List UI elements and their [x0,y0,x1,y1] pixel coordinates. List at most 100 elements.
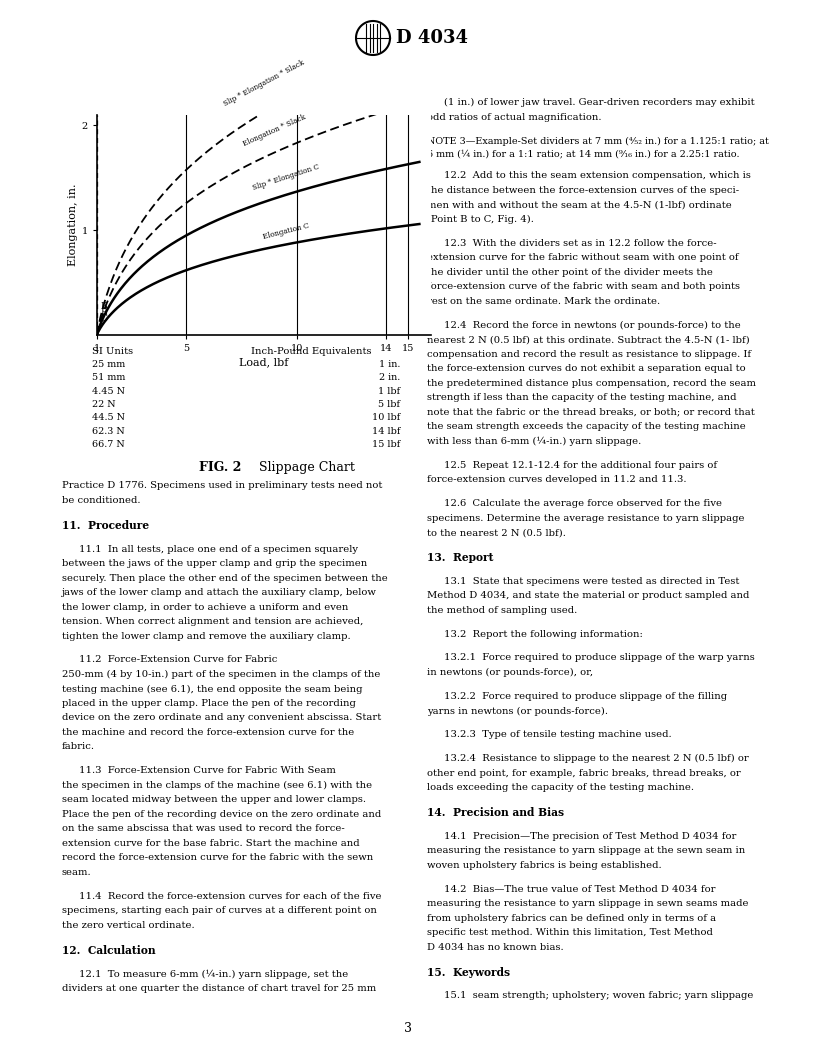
Text: in newtons (or pounds-force), or,: in newtons (or pounds-force), or, [428,668,593,677]
Text: 25 mm: 25 mm [92,360,125,369]
Text: 11.3  Force-Extension Curve for Fabric With Seam: 11.3 Force-Extension Curve for Fabric Wi… [78,767,335,775]
Text: force-extension curves developed in 11.2 and 11.3.: force-extension curves developed in 11.2… [428,475,687,484]
Text: 14 lbf: 14 lbf [372,427,401,436]
Text: nearest 2 N (0.5 lbf) at this ordinate. Subtract the 4.5-N (1- lbf): nearest 2 N (0.5 lbf) at this ordinate. … [428,335,750,344]
Text: B: B [100,307,107,317]
Text: force-extension curve of the fabric with seam and both points: force-extension curve of the fabric with… [428,282,740,291]
Text: the force-extension curves do not exhibit a separation equal to: the force-extension curves do not exhibi… [428,364,746,373]
Text: loads exceeding the capacity of the testing machine.: loads exceeding the capacity of the test… [428,784,694,792]
Text: 13.1  State that specimens were tested as directed in Test: 13.1 State that specimens were tested as… [444,577,739,586]
Text: the divider until the other point of the divider meets the: the divider until the other point of the… [428,268,713,277]
Text: 22 N: 22 N [92,400,116,409]
Text: 13.  Report: 13. Report [428,552,494,563]
Text: FIG. 2: FIG. 2 [199,461,241,474]
Text: testing machine (see 6.1), the end opposite the seam being: testing machine (see 6.1), the end oppos… [62,684,362,694]
Text: 11.2  Force-Extension Curve for Fabric: 11.2 Force-Extension Curve for Fabric [78,656,277,664]
Text: securely. Then place the other end of the specimen between the: securely. Then place the other end of th… [62,573,388,583]
Text: the distance between the force-extension curves of the speci-: the distance between the force-extension… [428,186,739,195]
Text: seam.: seam. [62,868,91,876]
Text: from upholstery fabrics can be defined only in terms of a: from upholstery fabrics can be defined o… [428,913,716,923]
Text: tighten the lower clamp and remove the auxiliary clamp.: tighten the lower clamp and remove the a… [62,631,351,641]
Text: yarns in newtons (or pounds-force).: yarns in newtons (or pounds-force). [428,706,609,716]
Text: note that the fabric or the thread breaks, or both; or record that: note that the fabric or the thread break… [428,408,756,417]
Text: 12.6  Calculate the average force observed for the five: 12.6 Calculate the average force observe… [444,499,722,508]
Text: woven upholstery fabrics is being established.: woven upholstery fabrics is being establ… [428,861,662,870]
Text: (Point B to C, Fig. 4).: (Point B to C, Fig. 4). [428,214,534,224]
Text: NOTE 3—Example-Set dividers at 7 mm (⅘₂ in.) for a 1.125:1 ratio; at: NOTE 3—Example-Set dividers at 7 mm (⅘₂ … [428,136,769,146]
Text: 15 lbf: 15 lbf [372,440,401,449]
Text: 250-mm (4 by 10-in.) part of the specimen in the clamps of the: 250-mm (4 by 10-in.) part of the specime… [62,670,380,679]
Text: on the same abscissa that was used to record the force-: on the same abscissa that was used to re… [62,825,344,833]
Text: 12.  Calculation: 12. Calculation [62,945,156,956]
Text: men with and without the seam at the 4.5-N (1-lbf) ordinate: men with and without the seam at the 4.5… [428,201,732,209]
Text: device on the zero ordinate and any convenient abscissa. Start: device on the zero ordinate and any conv… [62,714,381,722]
Text: 12.4  Record the force in newtons (or pounds-force) to the: 12.4 Record the force in newtons (or pou… [444,321,741,329]
Text: specimens, starting each pair of curves at a different point on: specimens, starting each pair of curves … [62,906,377,916]
Text: extension curve for the fabric without seam with one point of: extension curve for the fabric without s… [428,253,739,262]
Text: 12.5  Repeat 12.1-12.4 for the additional four pairs of: 12.5 Repeat 12.1-12.4 for the additional… [444,460,717,470]
Text: Slippage Chart: Slippage Chart [251,461,355,474]
Text: compensation and record the result as resistance to slippage. If: compensation and record the result as re… [428,350,752,359]
Text: 66.7 N: 66.7 N [92,440,125,449]
Text: 1 in.: 1 in. [379,360,401,369]
Text: 11.4  Record the force-extension curves for each of the five: 11.4 Record the force-extension curves f… [78,891,381,901]
Text: jaws of the lower clamp and attach the auxiliary clamp, below: jaws of the lower clamp and attach the a… [62,588,377,597]
Text: 12.3  With the dividers set as in 12.2 follow the force-: 12.3 With the dividers set as in 12.2 fo… [444,239,716,248]
X-axis label: Load, lbf: Load, lbf [239,357,288,367]
Text: placed in the upper clamp. Place the pen of the recording: placed in the upper clamp. Place the pen… [62,699,356,708]
Text: the lower clamp, in order to achieve a uniform and even: the lower clamp, in order to achieve a u… [62,603,348,611]
Text: be conditioned.: be conditioned. [62,496,140,505]
Text: 6 mm (¼ in.) for a 1:1 ratio; at 14 mm (⁹⁄₁₆ in.) for a 2.25:1 ratio.: 6 mm (¼ in.) for a 1:1 ratio; at 14 mm (… [428,149,740,158]
Text: 14.2  Bias—The true value of Test Method D 4034 for: 14.2 Bias—The true value of Test Method … [444,885,716,893]
Text: 4.45 N: 4.45 N [92,386,125,396]
Text: 10 lbf: 10 lbf [372,413,401,422]
Text: 15.  Keywords: 15. Keywords [428,966,511,978]
Text: extension curve for the base fabric. Start the machine and: extension curve for the base fabric. Sta… [62,838,360,848]
Text: between the jaws of the upper clamp and grip the specimen: between the jaws of the upper clamp and … [62,559,367,568]
Text: fabric.: fabric. [62,742,95,752]
Text: the predetermined distance plus compensation, record the seam: the predetermined distance plus compensa… [428,379,756,388]
Text: 2 in.: 2 in. [379,374,401,382]
Text: Elongation * Slack: Elongation * Slack [242,113,308,148]
Text: 15.1  seam strength; upholstery; woven fabric; yarn slippage: 15.1 seam strength; upholstery; woven fa… [444,992,753,1000]
Text: specific test method. Within this limitation, Test Method: specific test method. Within this limita… [428,928,713,938]
Text: 13.2.3  Type of tensile testing machine used.: 13.2.3 Type of tensile testing machine u… [444,731,672,739]
Text: Place the pen of the recording device on the zero ordinate and: Place the pen of the recording device on… [62,810,381,818]
Text: 12.2  Add to this the seam extension compensation, which is: 12.2 Add to this the seam extension comp… [444,171,751,181]
Text: other end point, for example, fabric breaks, thread breaks, or: other end point, for example, fabric bre… [428,769,741,778]
Text: SI Units: SI Units [92,347,133,356]
Text: measuring the resistance to yarn slippage at the sewn seam in: measuring the resistance to yarn slippag… [428,846,746,855]
Text: Method D 4034, and state the material or product sampled and: Method D 4034, and state the material or… [428,591,750,600]
Text: to the nearest 2 N (0.5 lbf).: to the nearest 2 N (0.5 lbf). [428,528,566,538]
Text: strength if less than the capacity of the testing machine, and: strength if less than the capacity of th… [428,393,737,402]
Text: 13.2  Report the following information:: 13.2 Report the following information: [444,629,643,639]
Text: 13.2.1  Force required to produce slippage of the warp yarns: 13.2.1 Force required to produce slippag… [444,654,755,662]
Text: Inch-Pound Equivalents: Inch-Pound Equivalents [251,347,371,356]
Text: tension. When correct alignment and tension are achieved,: tension. When correct alignment and tens… [62,617,363,626]
Text: 11.1  In all tests, place one end of a specimen squarely: 11.1 In all tests, place one end of a sp… [78,545,357,553]
Text: 5 lbf: 5 lbf [379,400,401,409]
Text: D 4034 has no known bias.: D 4034 has no known bias. [428,943,564,951]
Text: record the force-extension curve for the fabric with the sewn: record the force-extension curve for the… [62,853,373,863]
Text: the zero vertical ordinate.: the zero vertical ordinate. [62,921,195,929]
Text: 51 mm: 51 mm [92,374,126,382]
Text: the method of sampling used.: the method of sampling used. [428,606,578,615]
Text: 14.  Precision and Bias: 14. Precision and Bias [428,807,565,818]
Text: 44.5 N: 44.5 N [92,413,125,422]
Text: Elongation C: Elongation C [262,222,310,242]
Text: 1 lbf: 1 lbf [379,386,401,396]
Text: with less than 6-mm (¼-in.) yarn slippage.: with less than 6-mm (¼-in.) yarn slippag… [428,437,641,446]
Text: 12.1  To measure 6-mm (¼-in.) yarn slippage, set the: 12.1 To measure 6-mm (¼-in.) yarn slippa… [78,969,348,979]
Y-axis label: Elongation, in.: Elongation, in. [68,184,78,266]
Text: 3: 3 [404,1021,412,1035]
Text: D 4034: D 4034 [396,29,468,48]
Text: the seam strength exceeds the capacity of the testing machine: the seam strength exceeds the capacity o… [428,422,747,431]
Text: measuring the resistance to yarn slippage in sewn seams made: measuring the resistance to yarn slippag… [428,900,749,908]
Text: specimens. Determine the average resistance to yarn slippage: specimens. Determine the average resista… [428,513,745,523]
Text: seam located midway between the upper and lower clamps.: seam located midway between the upper an… [62,795,366,805]
Text: Slip * Elongation * Slack: Slip * Elongation * Slack [222,59,305,108]
Text: (1 in.) of lower jaw travel. Gear-driven recorders may exhibit: (1 in.) of lower jaw travel. Gear-driven… [444,98,755,107]
Text: 13.2.2  Force required to produce slippage of the filling: 13.2.2 Force required to produce slippag… [444,692,727,701]
Text: rest on the same ordinate. Mark the ordinate.: rest on the same ordinate. Mark the ordi… [428,297,661,306]
Text: B: B [100,302,107,312]
